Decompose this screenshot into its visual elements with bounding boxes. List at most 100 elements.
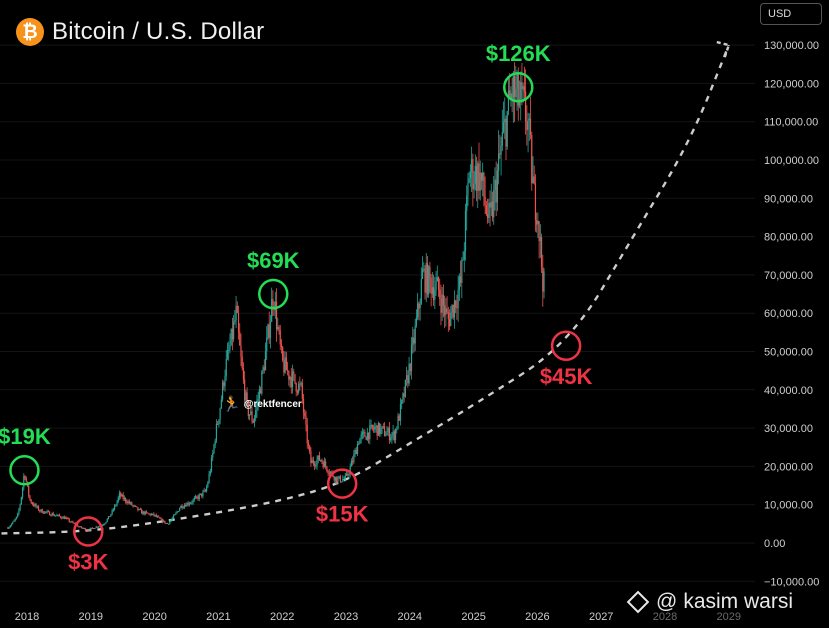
candle (33, 504, 35, 506)
candle (430, 277, 432, 294)
candle (534, 183, 537, 221)
candle (523, 86, 525, 92)
candle (510, 93, 512, 99)
candle (440, 298, 442, 313)
candle (78, 526, 80, 528)
candle (94, 528, 96, 530)
candle (73, 522, 75, 524)
candle (91, 527, 94, 529)
candle (55, 515, 57, 517)
candle (525, 91, 527, 122)
candle (380, 428, 382, 434)
candle (502, 122, 505, 132)
candle (271, 299, 273, 322)
candle (511, 93, 513, 99)
candle (350, 461, 352, 467)
candle (337, 478, 339, 483)
candle (64, 517, 67, 520)
candle (463, 251, 465, 260)
candle (404, 379, 406, 397)
candle (526, 121, 528, 131)
candle (261, 371, 263, 394)
candle (295, 382, 297, 392)
candle (90, 527, 92, 529)
candle (305, 416, 307, 425)
candle (234, 320, 236, 323)
y-tick-label: 40,000.00 (764, 385, 813, 397)
candle (206, 487, 208, 492)
candle (196, 496, 198, 498)
currency-unit-button[interactable]: USD (760, 3, 822, 25)
candle (8, 527, 10, 529)
candle (246, 392, 248, 402)
candle (68, 518, 70, 522)
x-tick-label: 2022 (270, 611, 294, 623)
candle (472, 159, 474, 190)
candle (219, 408, 221, 420)
candle (355, 449, 357, 455)
candle (255, 410, 257, 419)
candle (221, 382, 224, 400)
candle (520, 82, 522, 100)
candle (96, 526, 99, 528)
runner-icon: 🏃 (222, 396, 241, 413)
candle (209, 471, 211, 475)
candle (208, 474, 210, 483)
candle (112, 509, 114, 511)
candle (289, 376, 291, 380)
candle (185, 505, 187, 507)
candle (322, 462, 324, 468)
candle (316, 459, 318, 466)
candle (10, 523, 13, 526)
candle (220, 399, 222, 409)
candle (381, 426, 383, 429)
candle (48, 511, 51, 516)
candle (390, 437, 392, 441)
candle (393, 431, 395, 440)
candle (105, 521, 107, 524)
candle (180, 505, 182, 509)
candle (24, 476, 26, 478)
candle (528, 118, 530, 121)
price-axis: 130,000.00 120,000.00 110,000.00 100,000.00… (764, 40, 819, 588)
candle (239, 331, 241, 346)
candle (7, 527, 9, 529)
candle (183, 505, 186, 508)
watermark-at: @ (656, 590, 678, 613)
candle (483, 172, 485, 197)
candle (275, 301, 278, 330)
candle (131, 502, 133, 506)
candle (202, 491, 204, 497)
candle (186, 502, 188, 507)
candle (439, 289, 441, 299)
candle (85, 529, 87, 531)
candle (191, 502, 193, 504)
candle (67, 518, 69, 520)
candle (248, 414, 251, 417)
candle (268, 324, 270, 339)
candle (517, 73, 519, 106)
candle (392, 431, 394, 435)
candle (88, 529, 90, 531)
candle (513, 76, 516, 98)
candle (107, 516, 110, 519)
watermark-name: kasim warsi (683, 590, 794, 613)
candle (488, 202, 490, 219)
candle (358, 443, 360, 445)
binance-logo-icon (626, 590, 650, 614)
candle (493, 189, 495, 218)
candle (266, 337, 268, 352)
candle (518, 99, 521, 106)
candle (118, 492, 121, 498)
candle (204, 490, 206, 492)
candle (77, 525, 79, 527)
candle (391, 434, 393, 438)
x-tick-label: 2026 (525, 611, 549, 623)
candle (302, 398, 305, 413)
candle (228, 350, 230, 352)
candle (42, 512, 45, 514)
candle (348, 474, 350, 476)
candle (326, 466, 328, 471)
candle (317, 455, 319, 460)
